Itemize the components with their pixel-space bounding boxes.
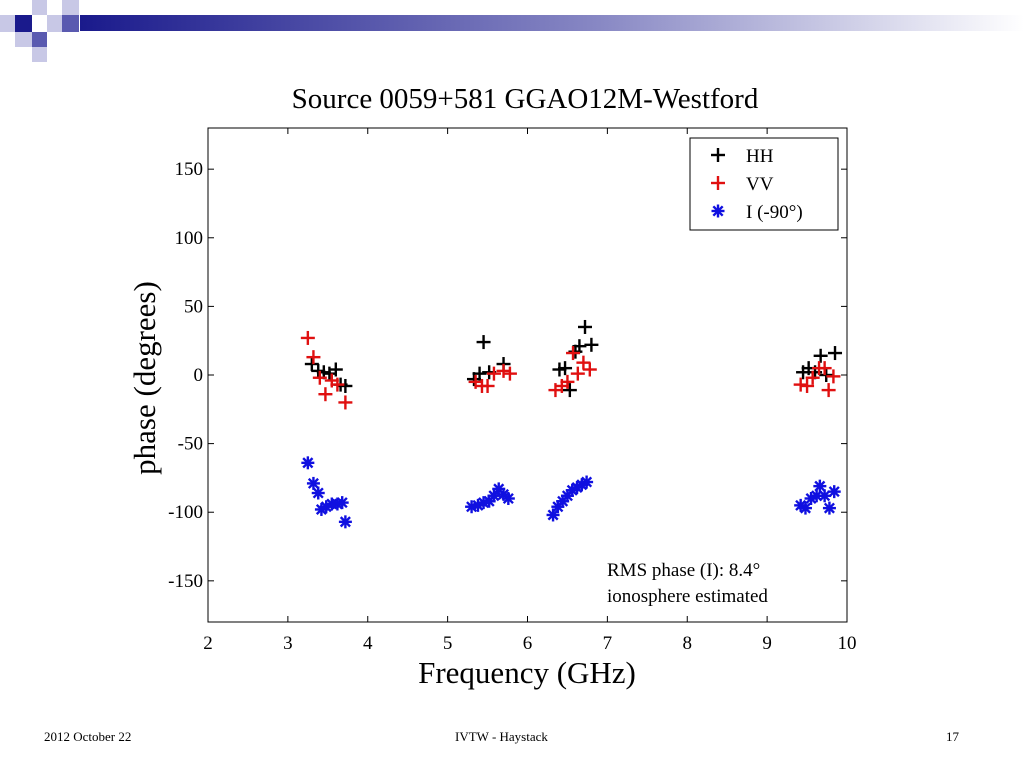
data-point [828, 346, 843, 361]
legend-marker [711, 204, 725, 218]
data-point [566, 346, 581, 361]
data-point [496, 363, 511, 378]
x-tick-label: 5 [443, 633, 453, 654]
series-i [301, 456, 841, 529]
x-tick-label: 3 [283, 633, 293, 654]
x-tick-label: 10 [838, 633, 857, 654]
data-point [301, 456, 315, 470]
data-point [306, 476, 320, 490]
data-point [821, 383, 836, 398]
x-tick-label: 6 [523, 633, 533, 654]
axis-ticks [207, 128, 848, 622]
data-point [502, 366, 517, 381]
data-point [486, 366, 501, 381]
data-point [335, 496, 349, 510]
data-point [501, 492, 515, 505]
data-point [570, 366, 585, 381]
deco-square [47, 0, 62, 15]
legend-label: VV [746, 174, 774, 195]
deco-square [15, 32, 32, 47]
deco-square [0, 15, 15, 32]
y-tick-label: 100 [175, 228, 204, 249]
x-tick-label: 2 [203, 633, 213, 654]
data-point [476, 335, 491, 350]
data-point [562, 383, 577, 398]
header-gradient-band [80, 15, 1024, 31]
data-point [576, 355, 591, 370]
data-point [826, 369, 841, 384]
legend-label: I (-90°) [746, 202, 803, 223]
data-point [819, 368, 834, 382]
axis-tick-labels: 2 3 4 5 6 7 8 9 10 -150 -100 -50 0 50 100 150 [168, 159, 856, 654]
legend-marker [711, 176, 725, 190]
deco-square [32, 0, 47, 15]
data-point [798, 501, 812, 515]
y-tick-label: 0 [194, 365, 204, 386]
y-tick-label: -100 [168, 502, 203, 523]
data-point [818, 489, 832, 503]
x-tick-label: 9 [762, 633, 772, 654]
data-point [311, 486, 325, 500]
data-point [827, 485, 841, 499]
data-point [338, 378, 353, 393]
deco-square [32, 32, 47, 47]
chart-title: Source 0059+581 GGAO12M-Westford [292, 83, 759, 115]
data-point [572, 339, 587, 354]
data-point [330, 377, 345, 392]
data-point [813, 348, 828, 363]
y-tick-label: -150 [168, 571, 203, 592]
annotation-ionosphere: ionosphere estimated [607, 586, 768, 607]
data-point [578, 319, 593, 334]
deco-square [62, 0, 79, 15]
x-tick-label: 8 [683, 633, 693, 654]
y-tick-label: 150 [175, 159, 204, 180]
data-point [300, 330, 315, 345]
legend: HH VV I (-90°) [689, 137, 839, 231]
data-point [805, 370, 820, 385]
deco-square [62, 15, 79, 32]
data-point [312, 370, 327, 385]
slide-corner-decoration [0, 0, 1024, 62]
legend-label: HH [746, 146, 774, 167]
deco-square [47, 15, 62, 32]
data-point [472, 366, 487, 381]
data-point [822, 501, 836, 515]
y-tick-label: 50 [184, 296, 203, 317]
data-point [813, 479, 827, 493]
legend-items: HH VV I (-90°) [711, 146, 803, 223]
data-point [338, 395, 353, 410]
footer-venue: IVTW - Haystack [455, 729, 548, 744]
data-point [560, 374, 575, 389]
data-point [480, 378, 495, 393]
footer-page-number: 17 [946, 729, 959, 744]
data-point [487, 489, 501, 503]
data-point [306, 350, 321, 365]
series-vv [300, 330, 841, 410]
data-point [582, 362, 597, 377]
data-point [338, 515, 352, 529]
data-point [793, 377, 808, 392]
data-point [584, 337, 599, 352]
data-point [817, 361, 832, 376]
x-axis-label: Frequency (GHz) [418, 655, 636, 690]
data-point [800, 378, 815, 393]
data-point [304, 357, 319, 372]
x-tick-label: 7 [603, 633, 613, 654]
footer-date: 2012 October 22 [44, 729, 132, 744]
deco-square [15, 15, 32, 32]
data-point [328, 362, 343, 377]
data-point [580, 475, 594, 489]
data-point [558, 361, 573, 376]
legend-marker [711, 148, 725, 162]
deco-square [32, 47, 47, 62]
x-tick-label: 4 [363, 633, 373, 654]
y-axis-label: phase (degrees) [127, 281, 162, 475]
y-tick-label: -50 [178, 434, 203, 455]
annotation-rms: RMS phase (I): 8.4° [607, 560, 760, 581]
data-point [318, 387, 333, 402]
series-layer [300, 319, 843, 529]
